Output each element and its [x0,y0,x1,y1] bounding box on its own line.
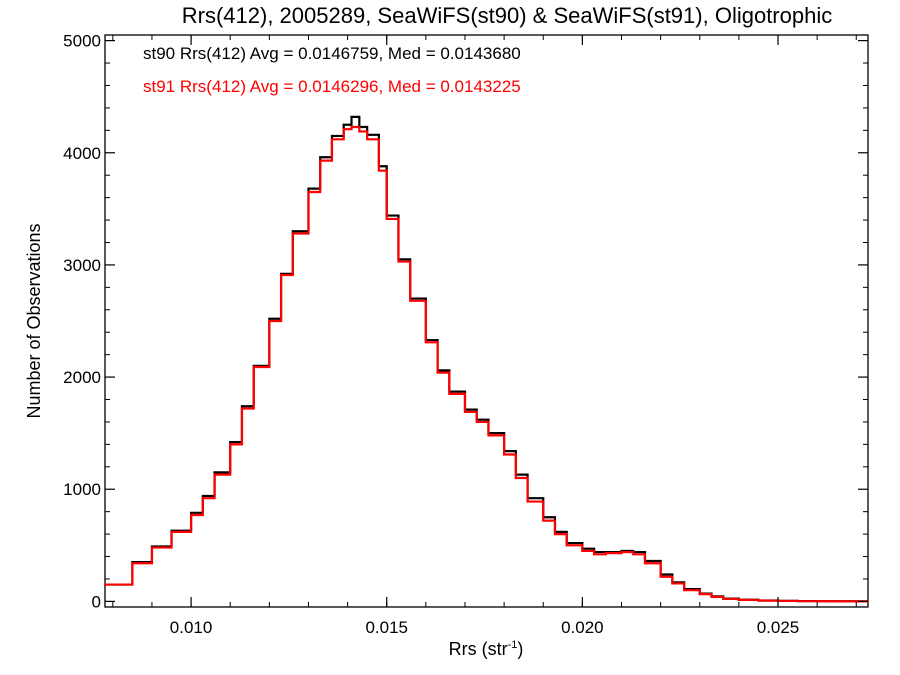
data-point-st91 [835,600,838,603]
data-point-st91 [385,218,388,220]
data-point-st91 [331,138,333,141]
plot-frame [104,34,869,608]
data-point-st90 [268,317,271,320]
data-point-st91 [170,531,173,533]
data-point-st91 [738,599,740,601]
ticks-layer: 0.010 0.015 0.020 0.025 0 1000 2000 3000 4000 500… [63,32,868,637]
x-axis-title: Rrs (str-1) [449,639,524,659]
data-point-st91 [554,533,556,535]
data-point-st91 [722,598,725,600]
data-point-st90 [229,441,232,443]
data-point-st91 [292,232,294,235]
data-point-st91 [448,393,451,395]
data-point-st90 [213,471,216,474]
data-point-st90 [319,156,322,159]
data-point-st91 [319,159,322,162]
data-point-st91 [350,126,353,128]
x-axis-title-close: ) [517,639,523,659]
data-point-st91 [710,596,713,598]
data-point-st91 [436,371,439,374]
x-tick-label: 0.015 [365,618,408,637]
series-layer [104,115,869,603]
data-point-st91 [342,128,345,131]
series-line-st90 [105,115,868,603]
y-axis-title: Number of Observations [24,223,44,418]
data-point-st91 [280,274,282,276]
data-point-st91 [593,553,595,556]
data-point-st91 [366,138,368,141]
data-point-st91 [358,130,361,133]
data-point-st90 [331,135,333,137]
data-point-st91 [229,443,232,446]
data-point-st91 [475,421,478,423]
data-point-st91 [151,546,153,549]
data-point-st91 [104,583,106,586]
data-point-st91 [605,552,607,554]
y-tick-label: 1000 [63,480,101,499]
data-point-st91 [252,366,255,368]
data-point-st91 [632,553,635,556]
data-point-st91 [515,477,517,479]
data-point-st90 [307,187,310,190]
data-point-st91 [796,600,799,602]
data-point-st91 [464,411,466,413]
data-point-st91 [542,519,545,522]
data-point-st91 [241,407,243,410]
y-tick-label: 0 [92,592,101,611]
data-point-st91 [213,473,216,476]
data-point-st90 [350,116,353,118]
data-point-st90 [202,495,204,497]
legend-entry-st90: st90 Rrs(412) Avg = 0.0146759, Med = 0.0… [143,44,521,63]
data-point-st91 [307,191,310,193]
data-point-st91 [659,575,662,578]
data-point-st91 [644,562,646,565]
data-point-st91 [409,300,412,302]
x-axis-title-superscript: -1 [508,639,518,651]
data-point-st91 [268,320,271,322]
data-point-st90 [342,123,345,126]
x-axis-title-main: Rrs (str [449,639,508,659]
data-point-st91 [397,260,400,263]
data-point-st91 [581,550,584,552]
chart-title: Rrs(412), 2005289, SeaWiFS(st90) & SeaWi… [182,3,832,28]
y-tick-label: 3000 [63,256,101,275]
y-tick-label: 2000 [63,368,101,387]
y-tick-label: 4000 [63,144,101,163]
data-point-st90 [190,511,192,514]
data-point-st91 [425,341,427,344]
data-point-st91 [816,600,818,603]
x-tick-label: 0.010 [170,618,213,637]
data-point-st91 [698,593,701,595]
data-point-st91 [131,562,134,565]
data-point-st91 [526,500,529,503]
legend-entry-st91: st91 Rrs(412) Avg = 0.0146296, Med = 0.0… [143,77,521,96]
data-point-st91 [620,551,623,553]
data-point-st91 [503,453,505,456]
data-point-st91 [202,497,204,500]
data-point-st90 [241,405,243,408]
data-point-st91 [683,589,685,591]
data-point-st91 [487,434,490,437]
x-tick-label: 0.020 [561,618,604,637]
data-point-st91 [190,514,192,516]
data-point-st91 [671,582,674,585]
x-tick-label: 0.025 [757,618,800,637]
data-point-st90 [292,230,294,233]
y-tick-label: 5000 [63,32,101,51]
series-line-st91 [105,125,868,603]
data-point-st91 [378,169,380,172]
data-point-st91 [565,544,568,547]
data-point-st91 [757,599,760,602]
data-point-st91 [855,600,858,603]
